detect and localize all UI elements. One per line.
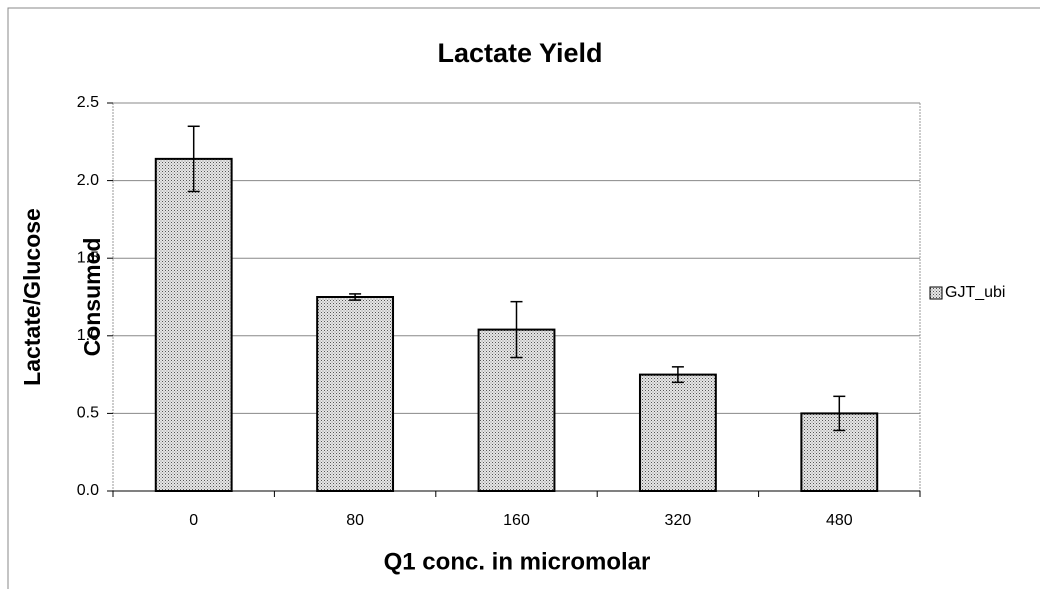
chart-frame [7, 7, 1040, 589]
bar [316, 296, 395, 492]
legend-swatch [929, 286, 943, 300]
y-tick-label: 2.5 [77, 94, 99, 111]
y-axis-label-line: Consumed [79, 238, 105, 357]
error-bar [510, 300, 523, 359]
x-tick-label: 320 [665, 512, 692, 529]
x-tick-label: 80 [346, 512, 364, 529]
y-tick-label: 0.0 [77, 482, 99, 499]
y-axis-label: Lactate/Glucose Consumed [19, 208, 105, 386]
y-tick-label: 1.5 [77, 249, 99, 266]
x-tick-label: 160 [503, 512, 530, 529]
x-tick-label: 0 [189, 512, 198, 529]
y-tick-label: 1.0 [77, 327, 99, 344]
chart-title: Lactate Yield [437, 38, 602, 68]
error-bar [671, 366, 684, 384]
y-tick-label: 2.0 [77, 172, 99, 189]
y-tick-label: 0.5 [77, 405, 99, 422]
error-bar [187, 125, 200, 193]
error-bar [833, 395, 846, 432]
bar [638, 373, 717, 493]
x-axis-label: Q1 conc. in micromolar [384, 548, 651, 575]
bar [154, 157, 233, 492]
legend-label: GJT_ubi [945, 284, 1005, 301]
error-bar [349, 293, 362, 301]
y-axis-label-line: Lactate/Glucose [19, 208, 45, 386]
x-tick-label: 480 [826, 512, 853, 529]
